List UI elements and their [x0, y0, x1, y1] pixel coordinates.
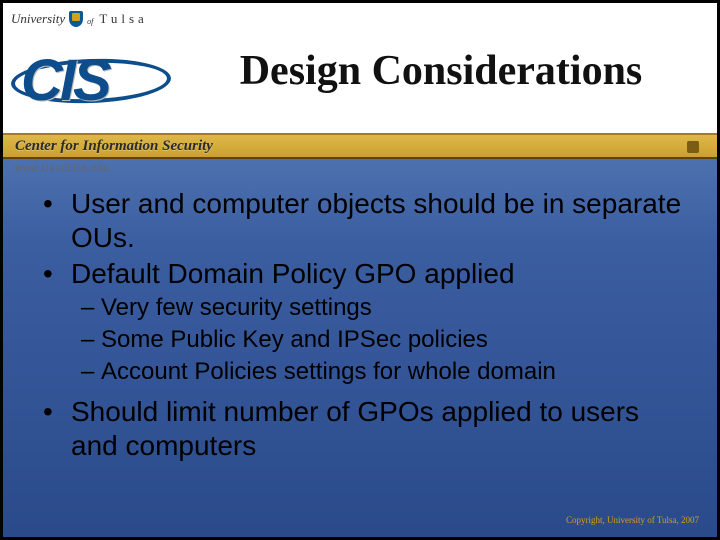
sub-bullet-item: – Very few security settings	[81, 293, 687, 323]
university-of: of	[87, 17, 93, 26]
bullet-dot-icon: •	[43, 257, 71, 291]
sub-bullet-text: Account Policies settings for whole doma…	[101, 357, 556, 387]
copyright-footer: Copyright, University of Tulsa, 2007	[566, 515, 699, 525]
gold-banner-text: Center for Information Security	[15, 138, 213, 155]
bullet-text: User and computer objects should be in s…	[71, 187, 687, 255]
sub-bullet-item: – Some Public Key and IPSec policies	[81, 325, 687, 355]
sub-bullet-text: Some Public Key and IPSec policies	[101, 325, 488, 355]
slide-container: University of Tulsa CIS Design Considera…	[0, 0, 720, 540]
spacer	[43, 387, 687, 395]
bullet-item: • Default Domain Policy GPO applied	[43, 257, 687, 291]
sub-bullet-text: Very few security settings	[101, 293, 372, 323]
gold-banner-nub-icon	[687, 141, 699, 153]
bullet-item: • Should limit number of GPOs applied to…	[43, 395, 687, 463]
bullet-dash-icon: –	[81, 357, 101, 387]
bullet-dash-icon: –	[81, 293, 101, 323]
bullet-text: Default Domain Policy GPO applied	[71, 257, 515, 291]
gold-banner: Center for Information Security	[3, 133, 717, 159]
bullet-dash-icon: –	[81, 325, 101, 355]
bullet-text: Should limit number of GPOs applied to u…	[71, 395, 687, 463]
cis-logo-text: CIS	[21, 47, 109, 114]
slide-title: Design Considerations	[173, 47, 709, 95]
bullet-dot-icon: •	[43, 187, 71, 255]
university-name: Tulsa	[99, 11, 147, 27]
bullet-item: • User and computer objects should be in…	[43, 187, 687, 255]
cis-logo: CIS	[17, 39, 167, 117]
university-branding: University of Tulsa	[11, 11, 148, 27]
header-url: www.cis.utulsa.edu	[15, 163, 109, 174]
bullet-dot-icon: •	[43, 395, 71, 463]
university-prefix: University	[11, 11, 65, 27]
university-shield-icon	[69, 11, 83, 27]
slide-body: • User and computer objects should be in…	[43, 187, 687, 465]
sub-bullet-item: – Account Policies settings for whole do…	[81, 357, 687, 387]
